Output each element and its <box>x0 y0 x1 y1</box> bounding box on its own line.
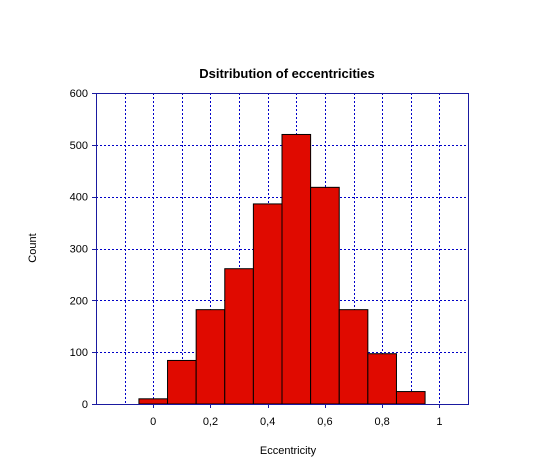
x-axis-label: Eccentricity <box>260 445 317 457</box>
y-tick-label: 300 <box>70 244 88 256</box>
histogram-bar-7 <box>338 309 369 405</box>
x-tick-label: 0,2 <box>203 416 218 428</box>
histogram-bar-2 <box>195 309 226 405</box>
y-tick-label: 600 <box>70 88 88 100</box>
histogram-bar-5 <box>281 133 312 405</box>
y-tick-label: 500 <box>70 140 88 152</box>
histogram-bar-4 <box>252 203 283 405</box>
histogram-bar-3 <box>224 268 254 405</box>
histogram-bar-9 <box>395 391 426 405</box>
chart-title: Dsitribution of eccentricities <box>199 66 375 81</box>
x-tick-label: 0,6 <box>317 416 332 428</box>
plot-frame <box>96 93 469 405</box>
x-tick-label: 0,8 <box>375 416 390 428</box>
histogram-bar-6 <box>310 186 340 405</box>
tick-labels: 0 100 200 300 400 500 600 0 0,2 0,4 0,6 0,8 1 <box>70 88 443 428</box>
x-tick-label: 0 <box>150 416 156 428</box>
y-tick-label: 200 <box>70 295 88 307</box>
histogram-bar-8 <box>367 353 397 405</box>
bars-group <box>138 133 426 405</box>
histogram-bar-0 <box>138 398 169 405</box>
y-tick-label: 0 <box>82 399 88 411</box>
y-axis-label: Count <box>27 233 39 262</box>
y-tick-label: 400 <box>70 192 88 204</box>
x-tick-label: 1 <box>436 416 442 428</box>
histogram-bar-1 <box>167 359 197 405</box>
y-tick-label: 100 <box>70 347 88 359</box>
axes-frame <box>92 93 469 408</box>
x-tick-label: 0,4 <box>260 416 275 428</box>
